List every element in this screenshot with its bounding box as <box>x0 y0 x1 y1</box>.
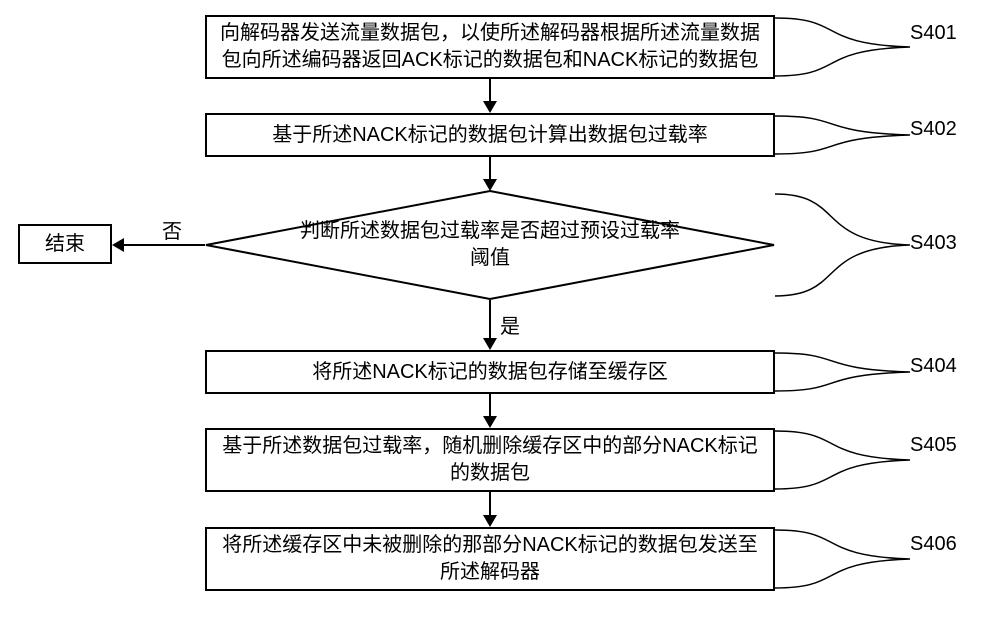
bracket-s406 <box>775 527 910 591</box>
node-s405: 基于所述数据包过载率，随机删除缓存区中的部分NACK标记的数据包 <box>205 428 775 492</box>
edge-e1 <box>489 79 491 101</box>
label-s402: S402 <box>910 118 957 141</box>
edge-e5 <box>489 492 491 515</box>
node-s406-text: 将所述缓存区中未被删除的那部分NACK标记的数据包发送至所述解码器 <box>217 532 763 586</box>
node-s402-text: 基于所述NACK标记的数据包计算出数据包过载率 <box>272 122 708 149</box>
label-s405: S405 <box>910 434 957 457</box>
node-s401: 向解码器发送流量数据包，以使所述解码器根据所述流量数据包向所述编码器返回ACK标… <box>205 15 775 79</box>
node-s402: 基于所述NACK标记的数据包计算出数据包过载率 <box>205 113 775 157</box>
edge-e3-no-head <box>112 238 124 252</box>
bracket-s402 <box>775 113 910 157</box>
label-s401: S401 <box>910 22 957 45</box>
edge-e3-yes-head <box>483 338 497 350</box>
edge-e3-no-label: 否 <box>162 215 182 244</box>
label-s403: S403 <box>910 232 957 255</box>
bracket-s405 <box>775 428 910 492</box>
label-s406: S406 <box>910 533 957 556</box>
node-s404: 将所述NACK标记的数据包存储至缓存区 <box>205 350 775 394</box>
edge-e3-yes <box>489 300 491 338</box>
node-s404-text: 将所述NACK标记的数据包存储至缓存区 <box>312 359 668 386</box>
node-s405-text: 基于所述数据包过载率，随机删除缓存区中的部分NACK标记的数据包 <box>217 433 763 487</box>
bracket-s403 <box>775 190 910 300</box>
flowchart-canvas: 向解码器发送流量数据包，以使所述解码器根据所述流量数据包向所述编码器返回ACK标… <box>0 0 1000 619</box>
edge-e2 <box>489 157 491 179</box>
node-s401-text: 向解码器发送流量数据包，以使所述解码器根据所述流量数据包向所述编码器返回ACK标… <box>217 20 763 74</box>
node-s406: 将所述缓存区中未被删除的那部分NACK标记的数据包发送至所述解码器 <box>205 527 775 591</box>
edge-e3-no <box>124 244 205 246</box>
node-s403-text: 判断所述数据包过载率是否超过预设过载率阈值 <box>295 218 685 272</box>
label-s404: S404 <box>910 355 957 378</box>
node-s403: 判断所述数据包过载率是否超过预设过载率阈值 <box>205 190 775 300</box>
bracket-s404 <box>775 350 910 394</box>
bracket-s401 <box>775 15 910 79</box>
edge-e4 <box>489 394 491 416</box>
node-end: 结束 <box>18 224 112 264</box>
edge-e3-yes-label: 是 <box>500 310 520 339</box>
edge-e1-head <box>483 101 497 113</box>
node-end-text: 结束 <box>45 231 85 258</box>
edge-e4-head <box>483 416 497 428</box>
edge-e5-head <box>483 515 497 527</box>
